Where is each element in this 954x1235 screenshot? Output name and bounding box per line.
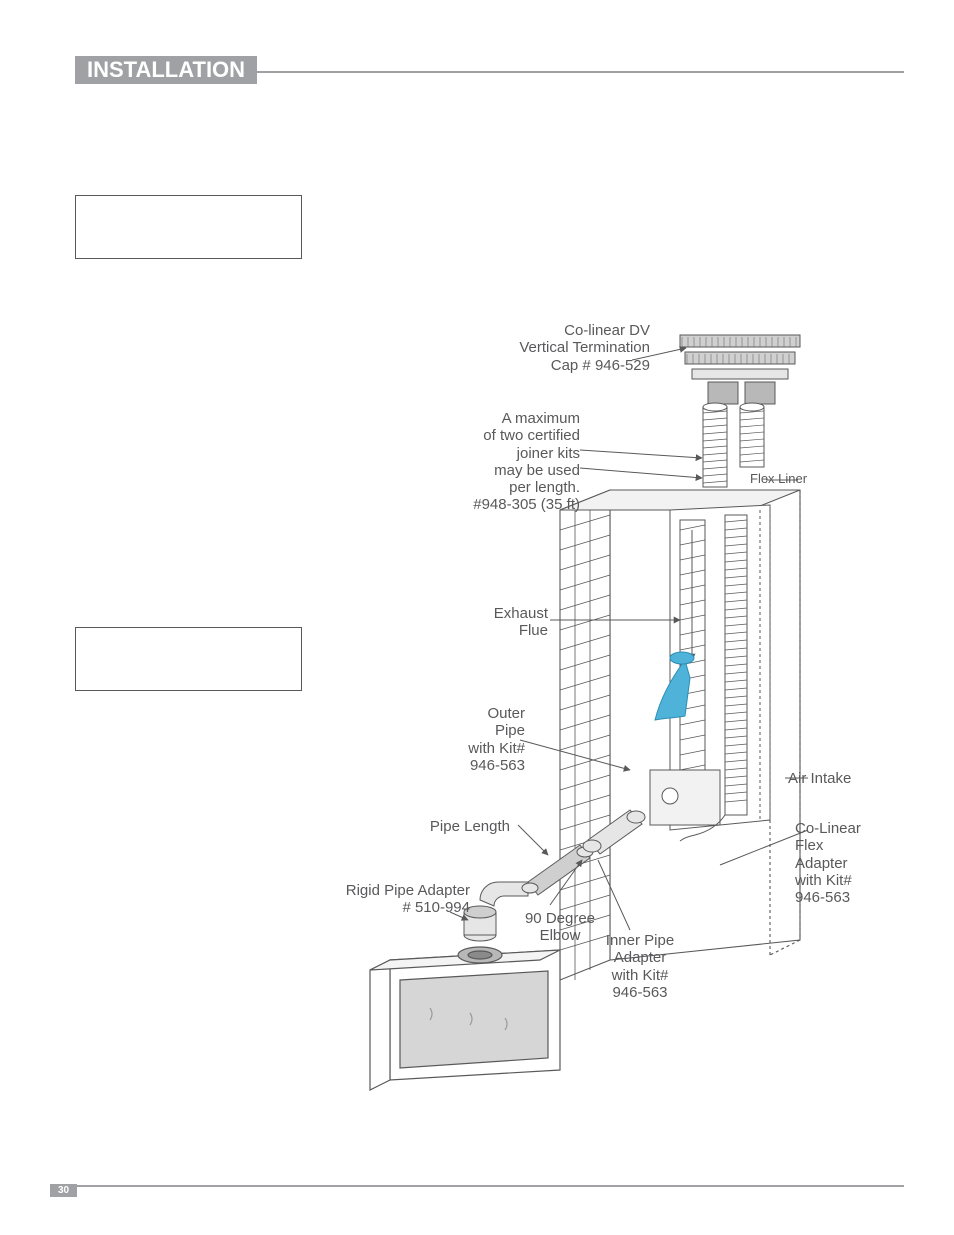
section-title: INSTALLATION [75, 56, 257, 84]
footer-rule [50, 1185, 904, 1187]
label-rigid-adapter: Rigid Pipe Adapter# 510-994 [330, 882, 470, 917]
label-outer-pipe: OuterPipewith Kit#946-563 [455, 705, 525, 774]
callout-box-1 [75, 195, 302, 259]
label-pipe-length: Pipe Length [410, 818, 510, 835]
label-joiner: A maximumof two certifiedjoiner kitsmay … [430, 410, 580, 514]
page: INSTALLATION [0, 0, 954, 1235]
label-air-intake: Air Intake [788, 770, 851, 787]
installation-diagram: Co-linear DVVertical TerminationCap # 94… [330, 300, 910, 1100]
label-inner-pipe: Inner PipeAdapterwith Kit#946-563 [595, 932, 685, 1001]
label-colinear: Co-LinearFlexAdapterwith Kit#946-563 [795, 820, 885, 906]
label-cap: Co-linear DVVertical TerminationCap # 94… [480, 322, 650, 374]
label-exhaust: ExhaustFlue [478, 605, 548, 640]
label-elbow: 90 DegreeElbow [515, 910, 605, 945]
page-number: 30 [50, 1184, 77, 1197]
callout-box-2 [75, 627, 302, 691]
label-flex-liner: Flex Liner [750, 472, 807, 487]
